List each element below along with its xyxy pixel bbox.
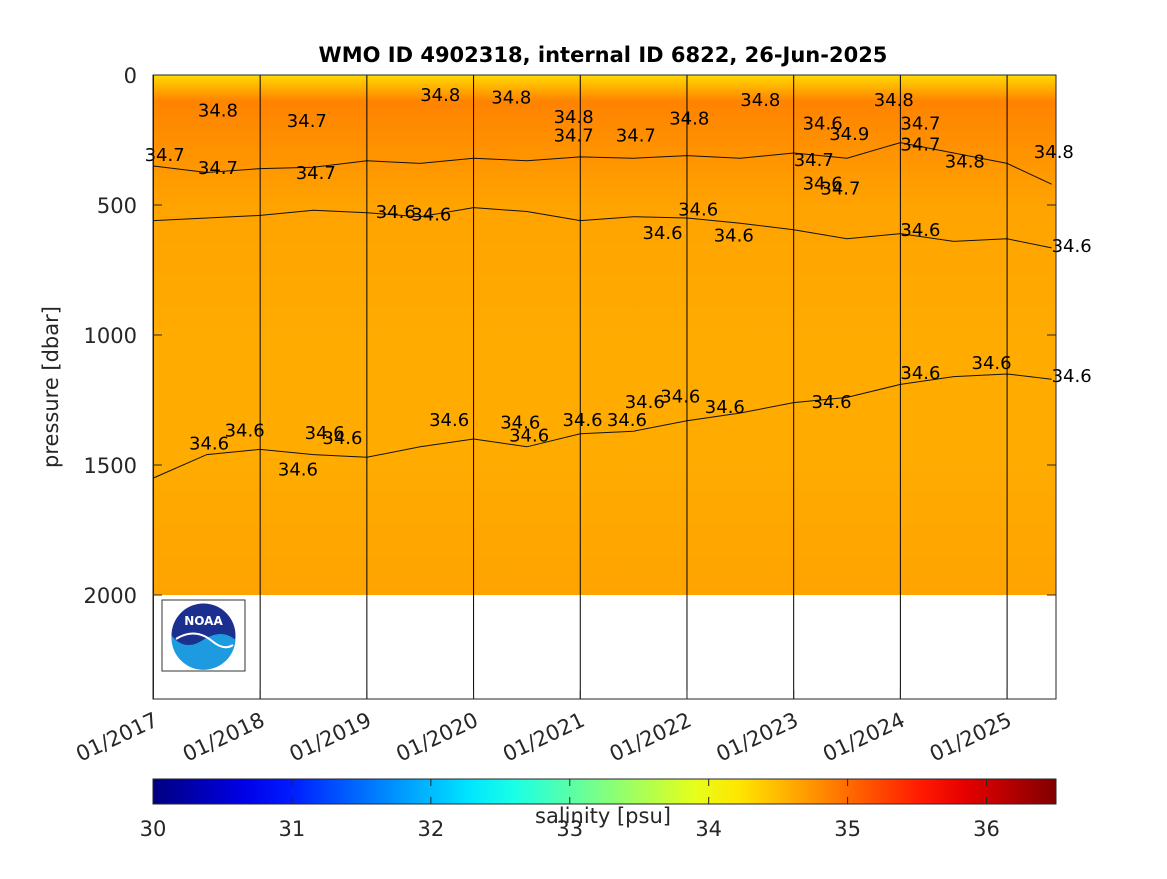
colorbar-tick-label: 30: [140, 817, 167, 841]
colorbar-label: salinity [psu]: [535, 804, 671, 828]
colorbar-tick-label: 34: [695, 817, 722, 841]
colorbar: 30 31 32 33 34 35 36: [140, 778, 1057, 841]
contour-label: 34.6: [1052, 236, 1092, 257]
contour-label: 34.6: [225, 420, 265, 441]
x-tick-label: 01/2024: [819, 708, 908, 767]
contour-label: 34.6: [305, 423, 345, 444]
contour-label: 34.7: [794, 150, 834, 171]
contour-label: 34.8: [874, 90, 914, 111]
contour-line-34-6: [153, 207, 1052, 249]
contour-label: 34.7: [820, 179, 860, 200]
contour-lines: [153, 142, 1052, 479]
colorbar-tick-label: 31: [279, 817, 306, 841]
x-tick-label: 01/2020: [392, 708, 481, 767]
contour-line-34-6: [153, 373, 1052, 479]
contour-label: 34.6: [563, 410, 603, 431]
contour-label: 34.6: [812, 392, 852, 413]
salinity-field: [153, 75, 1056, 595]
colorbar-tick-label: 33: [556, 817, 583, 841]
contour-label: 34.6: [660, 387, 700, 408]
contour-label: 34.6: [678, 199, 718, 220]
contour-label: 34.6: [643, 223, 683, 244]
contour-label: 34.8: [554, 107, 594, 128]
contour-label: 34.6: [803, 173, 843, 194]
x-tick-label: 01/2018: [179, 708, 268, 767]
plot-frame: [152, 74, 1057, 700]
contour-label: 34.8: [669, 108, 709, 129]
contour-label: 34.6: [500, 413, 540, 434]
contour-label: 34.8: [1034, 142, 1074, 163]
vertical-grid-lines: [152, 75, 1008, 699]
contour-label: 34.6: [189, 433, 229, 454]
contour-label: 34.6: [376, 202, 416, 223]
contour-label: 34.6: [900, 363, 940, 384]
x-tick-label: 01/2023: [713, 708, 802, 767]
contour-label: 34.7: [616, 125, 656, 146]
contour-label: 34.7: [554, 125, 594, 146]
contour-label: 34.6: [429, 410, 469, 431]
contour-label: 34.8: [740, 90, 780, 111]
colorbar-tick-label: 36: [973, 817, 1000, 841]
y-tick-label: 0: [124, 64, 137, 88]
contour-label: 34.6: [972, 353, 1012, 374]
x-tick-label: 01/2019: [286, 708, 375, 767]
contour-label: 34.7: [296, 163, 336, 184]
contour-label: 34.7: [900, 114, 940, 135]
contour-line-34-7: [153, 142, 1052, 185]
contour-label: 34.6: [607, 410, 647, 431]
colorbar-tick-label: 35: [834, 817, 861, 841]
contour-label: 34.9: [829, 124, 869, 145]
contour-label: 34.6: [509, 426, 549, 447]
contour-label: 34.6: [900, 220, 940, 241]
x-tick-label: 01/2025: [926, 708, 1015, 767]
colorbar-ramp: [152, 778, 1057, 805]
chart-title: WMO ID 4902318, internal ID 6822, 26-Jun…: [319, 43, 888, 67]
x-tick-label: 01/2022: [606, 708, 695, 767]
y-tick-label: 1000: [84, 324, 137, 348]
contour-label: 34.8: [420, 85, 460, 106]
y-axis: 0 500 1000 1500 2000: [84, 64, 1056, 608]
x-tick-label: 01/2017: [72, 708, 161, 767]
colorbar-tick-label: 32: [417, 817, 444, 841]
contour-label: 34.8: [945, 151, 985, 172]
noaa-logo-text: NOAA: [184, 614, 223, 628]
y-axis-label: pressure [dbar]: [39, 306, 63, 468]
contour-label: 34.6: [411, 205, 451, 226]
x-tick-label: 01/2021: [499, 708, 588, 767]
contour-labels: 34.8 34.734.734.7 34.734.8 34.834.834.7 34.7…: [145, 85, 1092, 480]
y-tick-label: 1500: [84, 454, 137, 478]
x-axis: 01/2017 01/2018 01/2019 01/2020 01/2021 01/20…: [72, 690, 1015, 766]
y-tick-label: 2000: [84, 584, 137, 608]
contour-label: 34.7: [198, 158, 238, 179]
contour-label: 34.6: [705, 397, 745, 418]
noaa-logo: NOAA: [161, 599, 246, 672]
y-tick-label: 500: [97, 194, 137, 218]
contour-label: 34.7: [145, 145, 185, 166]
contour-label: 34.8: [198, 101, 238, 122]
contour-label: 34.6: [803, 114, 843, 135]
contour-label: 34.6: [1052, 366, 1092, 387]
contour-label: 34.6: [278, 459, 318, 480]
contour-label: 34.8: [491, 88, 531, 109]
contour-label: 34.6: [322, 428, 362, 449]
contour-label: 34.7: [287, 111, 327, 132]
contour-label: 34.6: [714, 225, 754, 246]
contour-label: 34.6: [625, 392, 665, 413]
salinity-field-fill: [153, 75, 1056, 595]
contour-label: 34.7: [900, 134, 940, 155]
